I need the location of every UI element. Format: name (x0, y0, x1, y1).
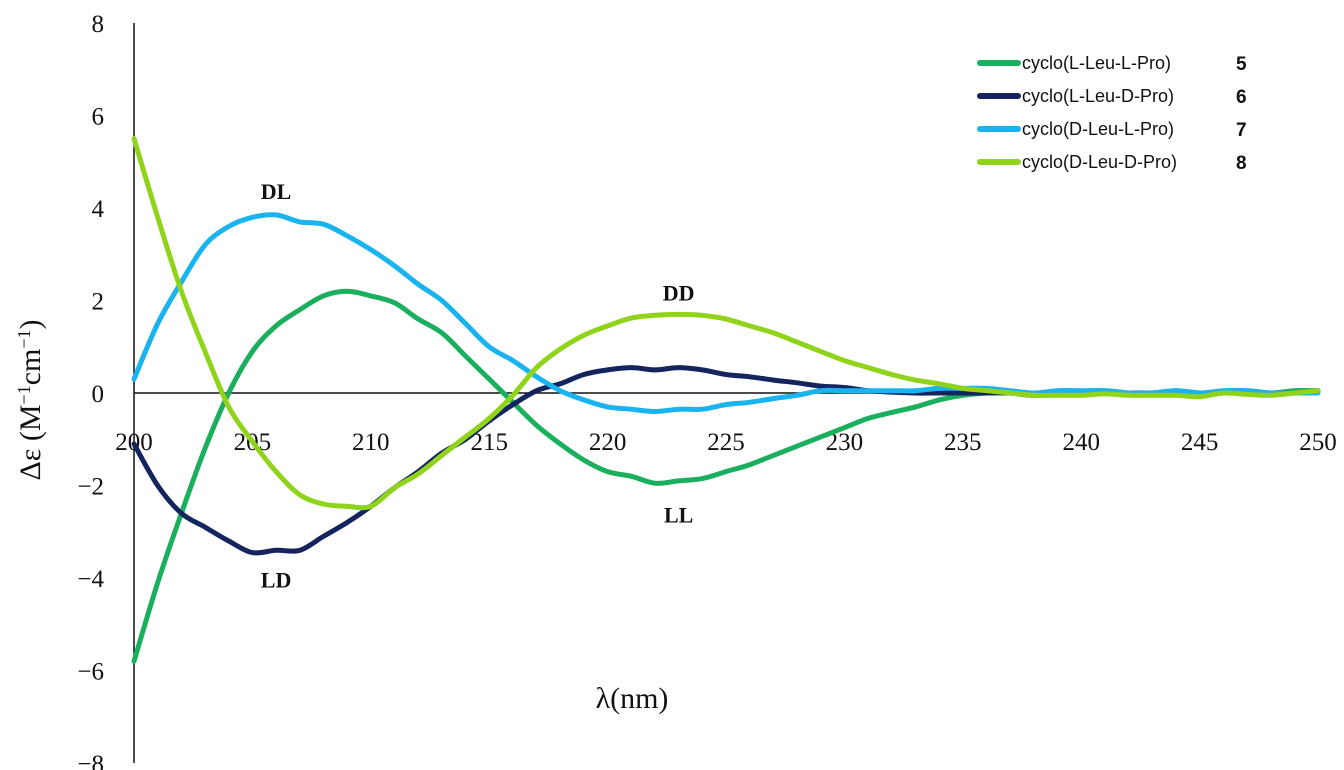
y-tick-label: −8 (77, 751, 104, 770)
legend-compound-number: 5 (1236, 54, 1247, 75)
series-line-8 (131, 136, 1321, 511)
x-tick-label: 210 (352, 429, 390, 456)
y-tick-label: 2 (92, 289, 105, 316)
curve-annotation-dd: DD (663, 281, 695, 306)
y-tick-label: 8 (92, 11, 105, 38)
legend-compound-number: 8 (1236, 153, 1247, 174)
x-tick-label: 250 (1299, 429, 1337, 456)
legend-compound-number: 7 (1236, 120, 1247, 141)
y-tick-label: 4 (92, 196, 105, 223)
series-lines (131, 136, 1321, 664)
y-tick-label: −4 (77, 566, 104, 593)
legend-label: cyclo(L-Leu-D-Pro) (1022, 86, 1174, 106)
x-tick-label: 240 (1062, 429, 1100, 456)
x-tick-labels: 200 205 210 215 220 225 230 235 240 245 250 (115, 429, 1337, 456)
legend-item: cyclo(D-Leu-D-Pro) 8 (977, 152, 1247, 174)
y-tick-label: 6 (92, 104, 105, 131)
x-tick-label: 220 (589, 429, 627, 456)
x-tick-label: 245 (1181, 429, 1219, 456)
curve-annotation-ll: LL (664, 503, 693, 528)
legend-item: cyclo(L-Leu-D-Pro) 6 (977, 86, 1247, 108)
x-tick-label: 225 (707, 429, 745, 456)
legend-label: cyclo(D-Leu-L-Pro) (1022, 119, 1174, 139)
y-tick-label: 0 (92, 381, 105, 408)
series-line-5 (131, 288, 1321, 664)
legend-item: cyclo(L-Leu-L-Pro) 5 (977, 53, 1247, 75)
legend-compound-number: 6 (1236, 87, 1247, 108)
y-tick-label: −6 (77, 659, 104, 686)
legend-label: cyclo(D-Leu-D-Pro) (1022, 152, 1177, 172)
curve-annotation-dl: DL (261, 179, 292, 204)
y-tick-label: −2 (77, 474, 104, 501)
x-tick-label: 235 (944, 429, 982, 456)
y-tick-labels: 8 6 4 2 0 −2 −4 −6 −8 (77, 11, 104, 770)
y-axis-title: Δε (M−1cm−1) (14, 319, 47, 480)
series-line-7 (131, 212, 1321, 414)
legend-item: cyclo(D-Leu-L-Pro) 7 (977, 119, 1247, 141)
curve-annotations: DL DD LL LD (261, 179, 695, 593)
curve-annotation-ld: LD (261, 567, 292, 592)
x-axis-title: λ(nm) (596, 682, 669, 715)
legend-label: cyclo(L-Leu-L-Pro) (1022, 53, 1171, 73)
